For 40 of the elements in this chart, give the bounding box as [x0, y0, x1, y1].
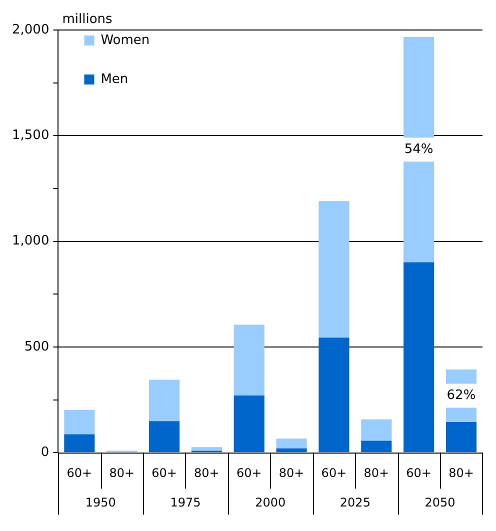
bar [404, 262, 434, 452]
y-tick-label: 500 [24, 339, 50, 354]
y-tick-label: 2,000 [12, 22, 50, 38]
bar [318, 201, 350, 338]
bar [149, 421, 180, 452]
bar [276, 448, 307, 452]
bar [276, 438, 307, 448]
x-tick-label: 80+ [194, 466, 220, 480]
bar [361, 440, 392, 452]
x-tick-label: 80+ [448, 466, 474, 480]
bar [361, 419, 392, 441]
x-tick-label: 60+ [66, 466, 92, 480]
text: 2050 [424, 496, 456, 510]
text: 2000 [255, 496, 286, 510]
x-tick-label: 60+ [321, 466, 347, 480]
annotation: 54% [404, 142, 434, 157]
y-axis-title: millions [62, 12, 113, 27]
x-tick-label: 80+ [364, 466, 390, 480]
x-tick-label: 80+ [109, 466, 135, 480]
text: 1950 [85, 496, 116, 510]
bar [234, 324, 264, 396]
bar [234, 396, 264, 452]
bar [446, 422, 477, 452]
annotation: 62% [446, 388, 476, 404]
x-tick-label: 60+ [236, 466, 262, 480]
bar [64, 434, 95, 452]
y-tick-label: 1,000 [12, 234, 50, 249]
x-tick-label: 60+ [406, 466, 432, 480]
bar [318, 338, 350, 452]
x-tick-label: 60+ [152, 466, 177, 480]
y-tick-label: 0 [40, 444, 50, 460]
text: 2025 [340, 496, 370, 510]
legend-label: Women [100, 32, 150, 48]
bar [64, 410, 95, 434]
y-tick-label: 1,500 [12, 128, 50, 144]
x-tick-label: 80+ [278, 466, 304, 480]
text: 1975 [170, 496, 201, 510]
legend-label: Men [100, 72, 128, 87]
bar [191, 447, 222, 451]
bar [149, 380, 180, 422]
